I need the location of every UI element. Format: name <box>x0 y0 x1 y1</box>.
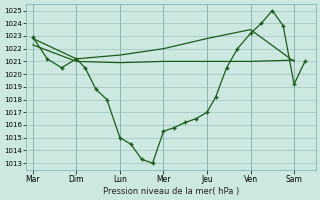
X-axis label: Pression niveau de la mer( hPa ): Pression niveau de la mer( hPa ) <box>103 187 239 196</box>
